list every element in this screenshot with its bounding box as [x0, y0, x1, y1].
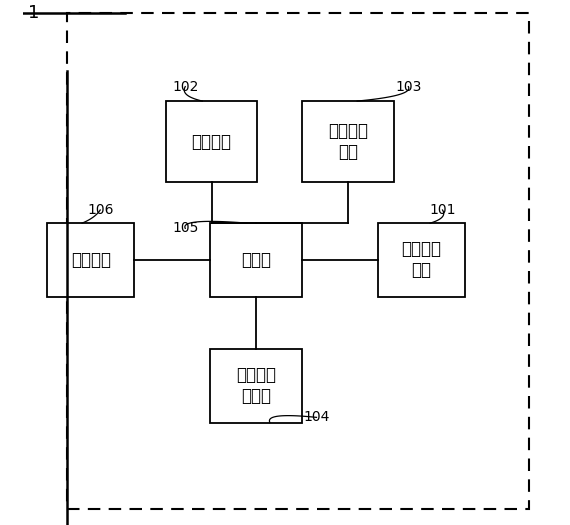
Bar — [210, 223, 302, 297]
Bar — [165, 101, 258, 183]
Text: 106: 106 — [87, 203, 113, 217]
Text: 定位模块: 定位模块 — [192, 133, 231, 151]
Text: 电源模块: 电源模块 — [71, 251, 111, 269]
Bar — [378, 223, 465, 297]
Text: 碰撞检测
模块: 碰撞检测 模块 — [401, 240, 442, 279]
Text: 102: 102 — [172, 80, 198, 93]
Text: 无线通信
模块: 无线通信 模块 — [328, 122, 368, 161]
Text: 唤醒与休
眠模块: 唤醒与休 眠模块 — [236, 366, 276, 405]
Text: 101: 101 — [429, 203, 456, 217]
Bar — [302, 101, 394, 183]
Text: 105: 105 — [172, 222, 198, 235]
Text: 处理器: 处理器 — [241, 251, 271, 269]
Text: 103: 103 — [395, 80, 422, 93]
Bar — [47, 223, 134, 297]
Bar — [210, 349, 302, 423]
Text: 1: 1 — [28, 4, 39, 22]
Text: 104: 104 — [303, 411, 329, 424]
Bar — [67, 13, 529, 509]
